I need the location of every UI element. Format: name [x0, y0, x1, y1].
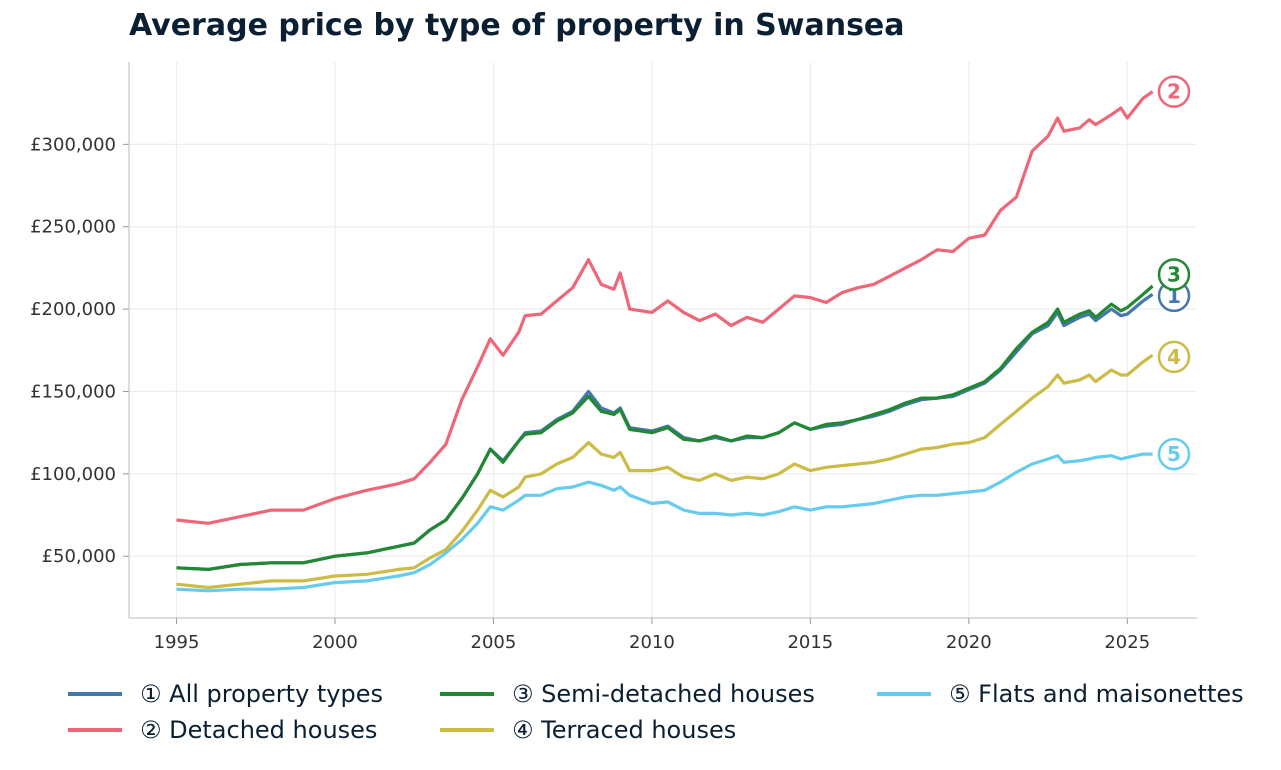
series-end-marker	[1157, 437, 1191, 471]
x-tick-label: 2010	[629, 632, 675, 653]
series-end-label: 2	[1167, 80, 1181, 104]
series-line	[176, 292, 1154, 571]
legend-label: ② Detached houses	[140, 716, 378, 744]
x-tick-label: 2020	[946, 632, 992, 653]
series-line	[176, 452, 1153, 593]
series-end-label: 3	[1167, 263, 1181, 287]
x-tick-label: 2025	[1104, 632, 1150, 653]
chart-title: Average price by type of property in Swa…	[129, 8, 905, 43]
series-line	[176, 353, 1154, 590]
legend-swatch	[68, 692, 122, 696]
legend-swatch	[68, 728, 122, 732]
legend-item-detached: ② Detached houses	[68, 716, 377, 744]
legend-item-semi: ③ Semi-detached houses	[440, 680, 815, 708]
series-end-marker	[1157, 340, 1191, 374]
legend-swatch	[440, 692, 494, 696]
series-end-marker	[1157, 258, 1191, 291]
x-tick-label: 2000	[312, 632, 358, 653]
legend-item-terraced: ④ Terraced houses	[440, 716, 736, 744]
y-tick-label: £50,000	[42, 546, 116, 567]
legend-label: ④ Terraced houses	[512, 716, 737, 744]
x-tick-label: 2015	[787, 632, 833, 653]
series-line	[176, 90, 1154, 525]
legend-swatch	[440, 728, 494, 732]
legend-item-all: ① All property types	[68, 680, 383, 708]
series-end-label: 5	[1167, 442, 1181, 466]
y-tick-label: £100,000	[30, 464, 116, 485]
y-tick-label: £200,000	[30, 299, 116, 320]
x-tick-label: 2005	[471, 632, 517, 653]
y-tick-label: £300,000	[30, 134, 116, 155]
y-tick-label: £150,000	[30, 381, 116, 402]
series-line	[176, 284, 1154, 571]
legend-label: ⑤ Flats and maisonettes	[949, 680, 1244, 708]
legend: ① All property types ② Detached houses ③…	[68, 680, 1268, 750]
series-end-label: 4	[1167, 345, 1181, 369]
line-chart: 1995 2000 2005 2010 2015 2020 2025 £50,000 £100,…	[30, 62, 1197, 653]
x-tick-label: 1995	[154, 632, 200, 653]
legend-label: ③ Semi-detached houses	[512, 680, 815, 708]
legend-item-flats: ⑤ Flats and maisonettes	[877, 680, 1244, 708]
legend-swatch	[877, 692, 931, 696]
series-end-marker	[1157, 75, 1191, 108]
legend-label: ① All property types	[140, 680, 384, 708]
y-tick-label: £250,000	[30, 217, 116, 238]
